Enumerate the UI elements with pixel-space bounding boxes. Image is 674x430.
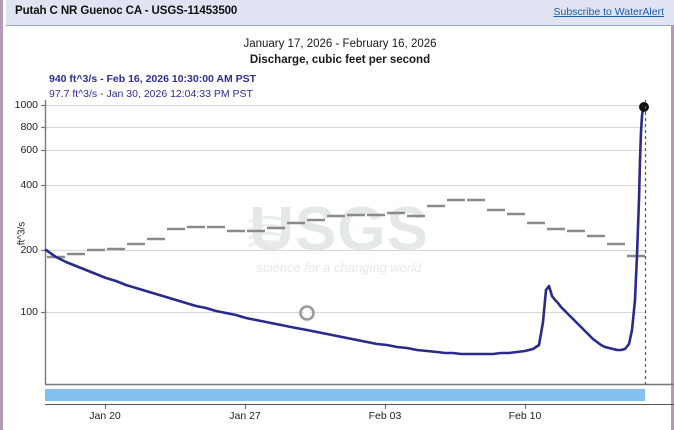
x-tick-label-jan27: Jan 27	[229, 410, 261, 422]
chart-plot-area[interactable]: USGS science for a changing world	[3, 0, 674, 430]
y-tick-label-200: 200	[20, 244, 38, 256]
median-statistic-markers	[47, 198, 645, 259]
y-tick-label-1000: 1000	[14, 99, 38, 111]
chart-subtitle: Discharge, cubic feet per second	[249, 54, 431, 66]
latest-value-annotation: 940 ft^3/s - Feb 16, 2026 10:30:00 AM PS…	[49, 73, 257, 85]
discharge-line	[44, 106, 645, 356]
chart-date-range: January 17, 2026 - February 16, 2026	[243, 38, 437, 50]
y-tick-label-800: 800	[20, 121, 38, 133]
x-tick-label-jan20: Jan 20	[89, 410, 121, 422]
site-header: Putah C NR Guenoc CA - USGS-11453500 Sub…	[6, 0, 674, 26]
y-tick-marks	[41, 104, 45, 314]
hover-point-marker[interactable]	[299, 305, 315, 321]
y-tick-label-100: 100	[20, 306, 38, 318]
hydrograph-svg: USGS science for a changing world	[41, 100, 674, 409]
y-tick-label-400: 400	[20, 179, 38, 191]
svg-text:USGS: USGS	[249, 195, 429, 264]
axis-baseline	[45, 404, 674, 405]
usgs-watermark: USGS science for a changing world	[248, 195, 429, 275]
x-tick-label-feb03: Feb 03	[368, 410, 402, 422]
y-tick-label-600: 600	[20, 144, 38, 156]
page-title: Putah C NR Guenoc CA - USGS-11453500	[15, 5, 238, 17]
svg-text:science for a changing world: science for a changing world	[257, 260, 423, 275]
time-range-scrollbar[interactable]	[45, 389, 645, 401]
hover-value-annotation: 97.7 ft^3/s - Jan 30, 2026 12:04:33 PM P…	[49, 88, 253, 100]
latest-point-marker[interactable]	[639, 102, 649, 112]
x-tick-label-feb10: Feb 10	[508, 410, 542, 422]
subscribe-wateralert-link[interactable]: Subscribe to WaterAlert	[553, 6, 665, 18]
gridlines	[45, 105, 645, 313]
axis-lines	[44, 100, 674, 386]
